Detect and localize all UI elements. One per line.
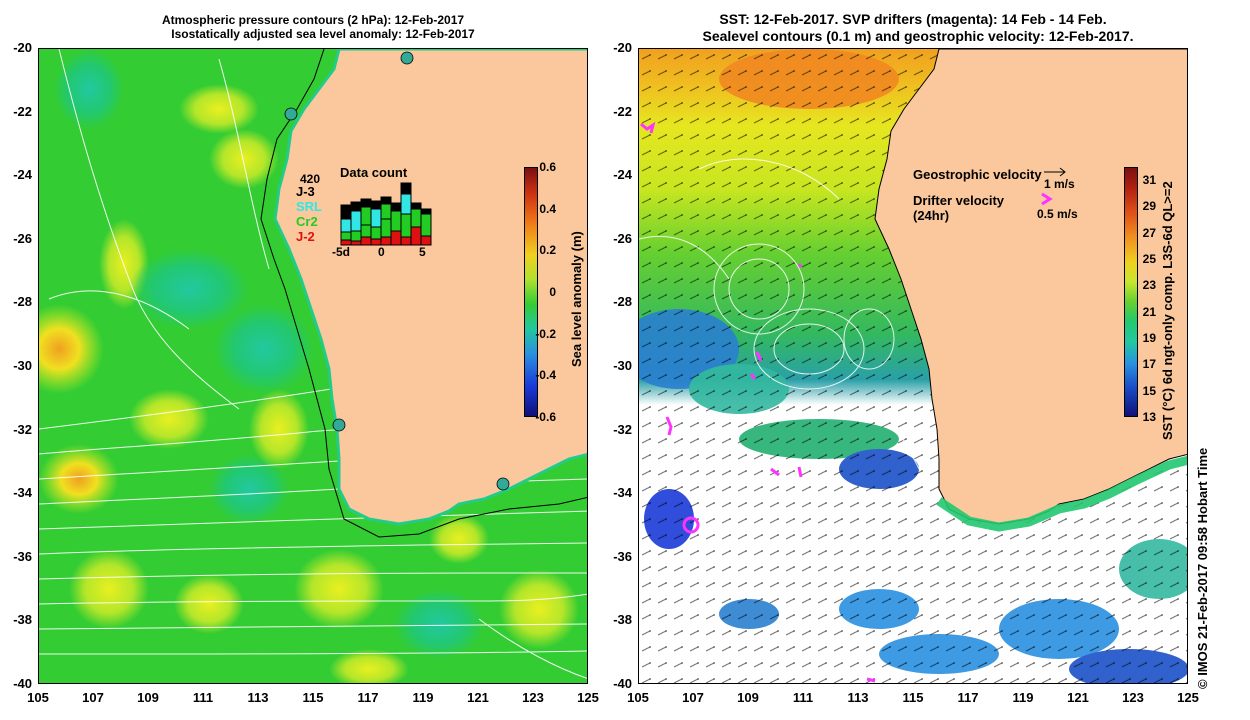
longitude-tick-label: 111 <box>792 690 814 705</box>
colorbar-tick-label: 25 <box>1142 252 1156 267</box>
colorbar-tick-label: 0 <box>549 285 556 299</box>
right-title-line1: SST: 12-Feb-2017. SVP drifters (magenta)… <box>719 11 1107 27</box>
latitude-tick-label: -22 <box>613 103 632 119</box>
longitude-tick-label: 113 <box>847 690 869 705</box>
geostrophic-arrow-icon <box>1044 167 1066 177</box>
data-count-x-tick: 0 <box>378 245 385 259</box>
latitude-tick-label: -40 <box>13 676 32 691</box>
colorbar-tick-label: -0.4 <box>535 368 556 383</box>
data-count-total: 420 <box>300 172 321 186</box>
data-count-title: Data count <box>340 165 408 180</box>
colorbar-tick-label: 15 <box>1142 383 1156 398</box>
latitude-tick-label: -32 <box>13 421 32 437</box>
longitude-tick-label: 105 <box>27 690 49 705</box>
longitude-tick-label: 125 <box>577 690 599 705</box>
left-title-line2: Isostatically adjusted sea level anomaly… <box>171 27 475 41</box>
mission-label: SRL <box>296 199 322 214</box>
sla-colorbar-label: Sea level anomaly (m) <box>569 231 584 367</box>
colorbar-tick-label: 29 <box>1142 199 1156 214</box>
longitude-tick-label: 115 <box>302 690 324 705</box>
sla-colorbar <box>524 167 538 417</box>
colorbar-tick-label: 13 <box>1142 410 1156 424</box>
colorbar-tick-label: -0.6 <box>535 410 556 424</box>
data-count-x-tick: -5d <box>332 245 350 259</box>
drifter-velocity-sub: (24hr) <box>913 208 950 223</box>
coastline-land <box>273 49 587 526</box>
longitude-tick-label: 123 <box>522 690 544 705</box>
colorbar-tick-label: 19 <box>1142 331 1156 346</box>
latitude-tick-label: -34 <box>613 485 632 501</box>
colorbar-tick-label: 0.6 <box>539 160 556 174</box>
latitude-tick-label: -36 <box>613 548 632 564</box>
latitude-tick-label: -38 <box>13 612 32 628</box>
sea-level-contours <box>639 158 920 470</box>
colorbar-tick-label: -0.2 <box>535 326 556 341</box>
pressure-contours <box>39 49 587 679</box>
latitude-tick-label: -30 <box>613 358 632 373</box>
latitude-tick-label: -20 <box>13 40 32 55</box>
geostrophic-velocity-label: Geostrophic velocity <box>913 167 1042 182</box>
drifter-scale-label: 0.5 m/s <box>1037 207 1078 221</box>
longitude-tick-label: 107 <box>682 690 704 705</box>
colorbar-tick-label: 17 <box>1142 357 1156 372</box>
longitude-tick-label: 117 <box>357 690 379 705</box>
mission-label: Cr2 <box>296 214 318 229</box>
longitude-tick-label: 121 <box>467 690 489 705</box>
south-coast-band <box>936 455 1187 532</box>
mission-label: J-3 <box>296 184 315 199</box>
latitude-tick-label: -38 <box>613 612 632 628</box>
latitude-tick-label: -20 <box>613 40 632 55</box>
latitude-tick-label: -24 <box>613 167 632 183</box>
colorbar-tick-label: 21 <box>1142 304 1156 319</box>
longitude-tick-label: 111 <box>192 690 214 705</box>
mission-label: J-2 <box>296 229 315 244</box>
sst-map-svg <box>639 49 1187 683</box>
latitude-tick-label: -32 <box>613 421 632 437</box>
sla-blobs <box>39 49 579 683</box>
longitude-tick-label: 113 <box>247 690 269 705</box>
sea-level-anomaly-map[interactable] <box>38 48 588 684</box>
colorbar-tick-label: 0.4 <box>539 201 556 216</box>
latitude-tick-label: -22 <box>13 103 32 119</box>
latitude-tick-label: -26 <box>613 230 632 246</box>
colorbar-tick-label: 23 <box>1142 278 1156 293</box>
longitude-tick-label: 109 <box>137 690 159 705</box>
drifter-velocity-label: Drifter velocity <box>913 193 1005 208</box>
colorbar-tick-label: 31 <box>1142 173 1156 188</box>
longitude-tick-label: 117 <box>957 690 979 705</box>
shelf-contour <box>260 49 587 538</box>
latitude-tick-label: -36 <box>13 548 32 564</box>
sst-colorbar <box>1124 167 1138 417</box>
sst-colorbar-label: SST (°C) 6d ngt-only comp. L3S-6d QL>=2 <box>1160 181 1175 440</box>
svp-drifters <box>640 121 876 683</box>
longitude-tick-label: 105 <box>627 690 649 705</box>
imos-footer: © IMOS 21-Feb-2017 09:58 Hobart Time <box>1195 447 1210 689</box>
right-title-line2: Sealevel contours (0.1 m) and geostrophi… <box>702 28 1134 44</box>
latitude-tick-label: -40 <box>613 676 632 691</box>
left-title-line1: Atmospheric pressure contours (2 hPa): 1… <box>161 13 465 27</box>
latitude-tick-label: -24 <box>13 167 32 183</box>
longitude-tick-label: 123 <box>1122 690 1144 705</box>
longitude-tick-label: 107 <box>82 690 104 705</box>
latitude-tick-label: -30 <box>13 358 32 373</box>
latitude-tick-label: -26 <box>13 230 32 246</box>
longitude-tick-label: 119 <box>1012 690 1034 705</box>
colorbar-tick-label: 0.2 <box>539 243 556 258</box>
data-count-x-tick: 5 <box>419 245 426 259</box>
geostrophic-scale-label: 1 m/s <box>1044 177 1075 191</box>
longitude-tick-label: 109 <box>737 690 759 705</box>
drifter-arrow-icon <box>1041 192 1053 206</box>
longitude-tick-label: 125 <box>1177 690 1199 705</box>
latitude-tick-label: -28 <box>613 294 632 310</box>
latitude-tick-label: -34 <box>13 485 32 501</box>
colorbar-tick-label: 27 <box>1142 225 1156 240</box>
longitude-tick-label: 119 <box>412 690 434 705</box>
sla-map-svg <box>39 49 587 683</box>
tide-gauges <box>284 51 510 491</box>
sst-map[interactable] <box>638 48 1188 684</box>
longitude-tick-label: 121 <box>1067 690 1089 705</box>
longitude-tick-label: 115 <box>902 690 924 705</box>
latitude-tick-label: -28 <box>13 294 32 310</box>
